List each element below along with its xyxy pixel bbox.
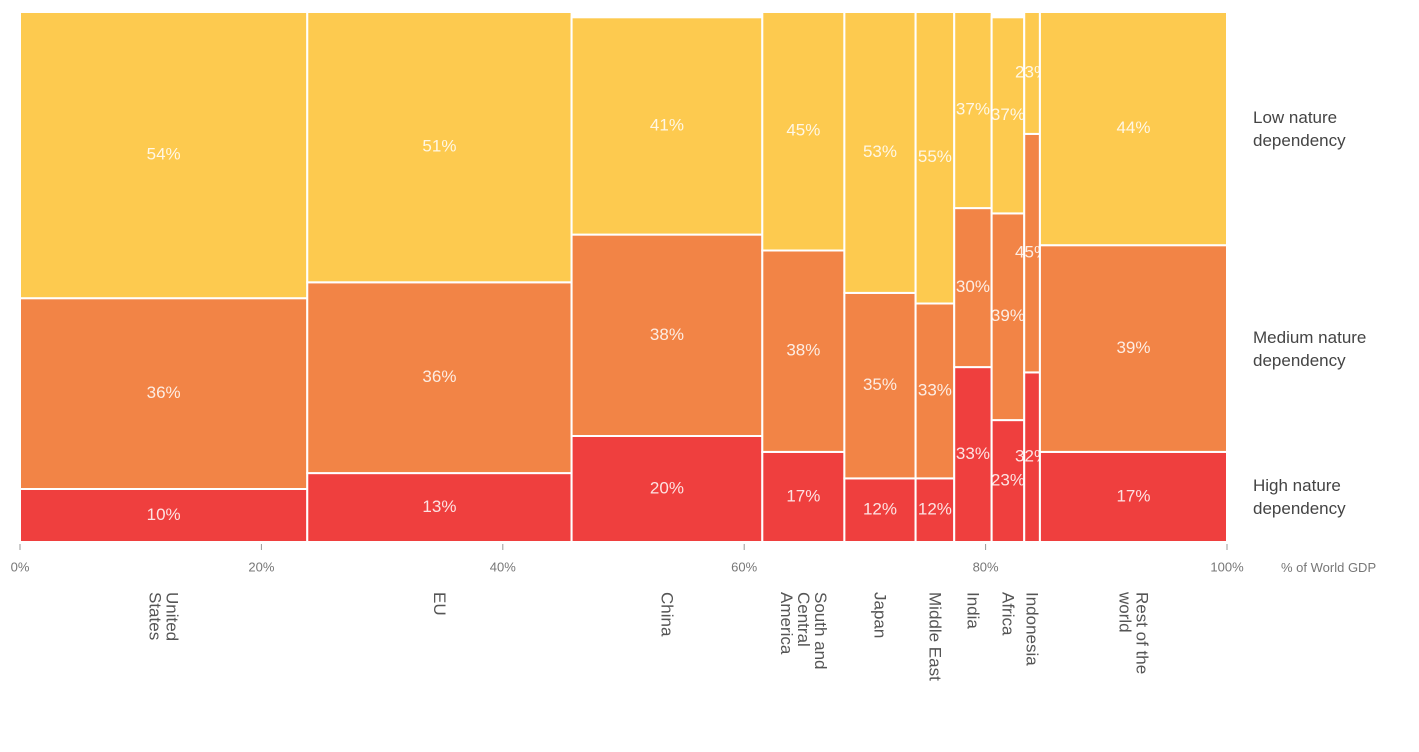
segment bbox=[306, 281, 573, 475]
value-label: 33% bbox=[956, 444, 990, 463]
value-label: 53% bbox=[863, 142, 897, 161]
category-label: Rest of the world bbox=[1115, 592, 1152, 675]
value-label: 33% bbox=[918, 380, 952, 399]
value-label: 37% bbox=[956, 100, 990, 119]
segment bbox=[570, 435, 764, 543]
segment bbox=[570, 233, 764, 437]
value-label: 12% bbox=[863, 500, 897, 519]
value-label: 17% bbox=[786, 486, 820, 505]
value-label: 20% bbox=[650, 478, 684, 497]
x-tick-label: 100% bbox=[1210, 559, 1244, 574]
segment bbox=[1038, 11, 1229, 247]
value-label: 54% bbox=[147, 145, 181, 164]
category-label: Africa bbox=[998, 592, 1018, 636]
segment bbox=[843, 477, 917, 543]
segment bbox=[761, 11, 846, 252]
segment bbox=[914, 302, 956, 480]
legend-entry: High nature dependency bbox=[1253, 475, 1346, 518]
x-tick-label: 20% bbox=[248, 559, 274, 574]
x-tick-label: 40% bbox=[490, 559, 516, 574]
value-label: 39% bbox=[991, 306, 1025, 325]
segment bbox=[19, 297, 309, 491]
segment bbox=[306, 11, 573, 284]
segment bbox=[19, 488, 309, 543]
legend-entry: Medium nature dependency bbox=[1253, 327, 1367, 370]
segment bbox=[1038, 244, 1229, 453]
legend-entry: Low nature dependency bbox=[1253, 107, 1346, 150]
segment bbox=[1038, 450, 1229, 543]
segment bbox=[953, 366, 993, 543]
x-tick-label: 60% bbox=[731, 559, 757, 574]
value-label: 23% bbox=[991, 471, 1025, 490]
value-label: 36% bbox=[147, 383, 181, 402]
value-label: 55% bbox=[918, 147, 952, 166]
segment bbox=[953, 207, 993, 369]
value-label: 51% bbox=[422, 137, 456, 156]
category-label: South and Central America bbox=[776, 592, 830, 670]
chart: 10% 36% 54% 13% 36% 51% 20% 38% 41% 17% 38% 45% 12% 3… bbox=[11, 11, 1244, 574]
category-label: EU bbox=[429, 592, 449, 616]
segment bbox=[953, 11, 993, 210]
value-label: 30% bbox=[956, 277, 990, 296]
value-label: 38% bbox=[650, 325, 684, 344]
segment bbox=[19, 11, 309, 300]
value-label: 35% bbox=[863, 375, 897, 394]
value-label: 45% bbox=[786, 121, 820, 140]
segment bbox=[570, 16, 764, 236]
value-label: 44% bbox=[1116, 118, 1150, 137]
category-label: Japan bbox=[870, 592, 890, 639]
x-axis-title: % of World GDP bbox=[1281, 560, 1377, 575]
category-label: Middle East bbox=[925, 592, 945, 681]
category-label: India bbox=[963, 592, 983, 629]
value-label: 39% bbox=[1116, 338, 1150, 357]
category-label: United States bbox=[145, 592, 182, 642]
segment bbox=[990, 212, 1026, 422]
value-label: 37% bbox=[991, 105, 1025, 124]
x-tick-label: 0% bbox=[11, 559, 30, 574]
value-label: 17% bbox=[1116, 486, 1150, 505]
value-label: 10% bbox=[147, 505, 181, 524]
segment bbox=[761, 450, 846, 543]
value-label: 12% bbox=[918, 500, 952, 519]
x-tick-label: 80% bbox=[973, 559, 999, 574]
page: {"chart_data": {"type": "marimekko", "x_… bbox=[10, 11, 1377, 681]
category-label: Indonesia bbox=[1022, 592, 1042, 666]
segment bbox=[914, 11, 956, 305]
value-label: 38% bbox=[786, 341, 820, 360]
category-label: China bbox=[657, 592, 677, 637]
value-label: 41% bbox=[650, 115, 684, 134]
value-label: 13% bbox=[422, 497, 456, 516]
value-label: 36% bbox=[422, 367, 456, 386]
